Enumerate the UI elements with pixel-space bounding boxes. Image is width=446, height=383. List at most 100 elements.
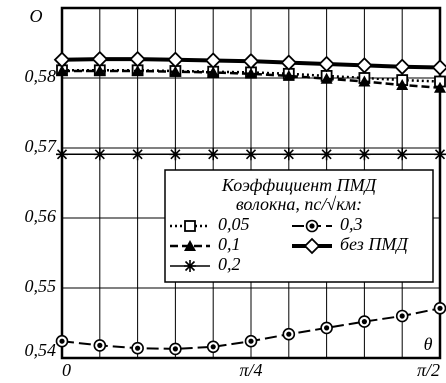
marker bbox=[93, 65, 106, 76]
marker bbox=[169, 342, 182, 356]
y-axis-label: O bbox=[30, 6, 43, 26]
marker bbox=[282, 148, 295, 161]
marker-shape bbox=[131, 65, 144, 76]
marker-dot bbox=[361, 319, 367, 325]
marker-dot bbox=[399, 313, 405, 319]
marker-shape bbox=[282, 69, 295, 81]
series-line bbox=[62, 69, 441, 83]
marker bbox=[320, 321, 333, 335]
marker bbox=[55, 334, 69, 348]
legend-entry: 0,2 bbox=[170, 254, 241, 274]
y-tick-label: 0,55 bbox=[25, 276, 57, 296]
x-tick-label: 0 bbox=[62, 360, 71, 380]
marker-shape bbox=[320, 72, 333, 84]
marker bbox=[434, 148, 446, 161]
marker-shape bbox=[434, 148, 446, 161]
legend-label: 0,1 bbox=[218, 234, 241, 254]
marker-shape bbox=[91, 50, 109, 68]
marker-dot bbox=[210, 344, 216, 350]
marker bbox=[396, 148, 409, 161]
marker bbox=[282, 327, 296, 341]
marker-shape bbox=[167, 51, 184, 69]
marker-shape bbox=[129, 50, 146, 68]
marker-dot bbox=[324, 325, 330, 331]
marker bbox=[358, 75, 371, 87]
marker bbox=[318, 55, 335, 73]
marker bbox=[206, 340, 220, 354]
y-tick-label: 0,57 bbox=[25, 136, 58, 156]
marker bbox=[93, 148, 106, 161]
y-tick-label: 0,58 bbox=[25, 66, 57, 86]
marker bbox=[393, 58, 411, 76]
y-tick-label: 0,54 bbox=[25, 340, 57, 360]
marker-shape bbox=[169, 65, 182, 77]
marker-shape bbox=[356, 57, 373, 74]
marker bbox=[169, 65, 182, 77]
marker bbox=[320, 72, 333, 84]
marker-shape bbox=[303, 237, 321, 255]
x-axis-label: θ bbox=[424, 334, 433, 354]
marker bbox=[245, 67, 257, 79]
marker bbox=[53, 51, 71, 69]
marker-shape bbox=[245, 67, 257, 79]
marker bbox=[167, 51, 184, 69]
marker bbox=[204, 52, 222, 69]
marker-shape bbox=[56, 65, 68, 76]
x-tick-label: π/4 bbox=[239, 360, 262, 380]
marker bbox=[56, 65, 68, 76]
marker-shape bbox=[245, 148, 257, 161]
legend-entry: без ПМД bbox=[292, 234, 409, 255]
marker-shape bbox=[93, 65, 106, 76]
marker-dot bbox=[135, 345, 141, 351]
marker-shape bbox=[242, 52, 260, 70]
marker-shape bbox=[280, 54, 298, 71]
marker bbox=[245, 148, 257, 161]
marker-shape bbox=[358, 148, 371, 161]
legend-entry: 0,1 bbox=[170, 234, 241, 254]
marker-shape bbox=[184, 240, 196, 251]
marker-shape bbox=[53, 51, 71, 69]
marker bbox=[282, 69, 295, 81]
marker-dot bbox=[309, 223, 315, 229]
legend-title: волокна, пс/√км: bbox=[236, 194, 362, 214]
x-tick-label: π/2 bbox=[417, 360, 440, 380]
legend-title: Коэффициент ПМД bbox=[221, 175, 378, 195]
marker-shape bbox=[282, 148, 295, 161]
legend-entry: 0,05 bbox=[170, 214, 250, 234]
marker-shape bbox=[396, 148, 409, 161]
marker-dot bbox=[59, 338, 65, 344]
marker-shape bbox=[184, 220, 196, 232]
marker bbox=[129, 50, 146, 68]
marker-dot bbox=[97, 342, 103, 348]
legend-label: без ПМД bbox=[340, 234, 409, 254]
legend-entry: 0,3 bbox=[292, 214, 363, 234]
marker bbox=[305, 219, 319, 233]
plot-frame bbox=[60, 6, 442, 360]
marker-shape bbox=[396, 79, 409, 90]
marker bbox=[207, 66, 220, 78]
y-tick-label: 0,56 bbox=[25, 206, 57, 226]
marker bbox=[320, 148, 333, 161]
marker-shape bbox=[169, 148, 182, 161]
marker-shape bbox=[320, 148, 333, 161]
marker-shape bbox=[93, 148, 106, 161]
marker bbox=[93, 339, 107, 352]
marker-shape bbox=[207, 148, 220, 161]
series-line bbox=[62, 69, 441, 90]
marker-shape bbox=[393, 58, 411, 76]
marker bbox=[395, 309, 409, 323]
marker bbox=[433, 302, 446, 315]
marker bbox=[396, 79, 409, 90]
marker bbox=[358, 148, 371, 161]
marker-shape bbox=[204, 52, 222, 69]
marker-shape bbox=[318, 55, 335, 73]
legend-label: 0,05 bbox=[218, 214, 250, 234]
legend-label: 0,2 bbox=[218, 254, 241, 274]
marker bbox=[207, 148, 220, 161]
marker-dot bbox=[437, 305, 443, 311]
marker bbox=[244, 334, 258, 348]
marker bbox=[431, 59, 446, 76]
marker bbox=[358, 315, 371, 328]
marker bbox=[91, 50, 109, 68]
